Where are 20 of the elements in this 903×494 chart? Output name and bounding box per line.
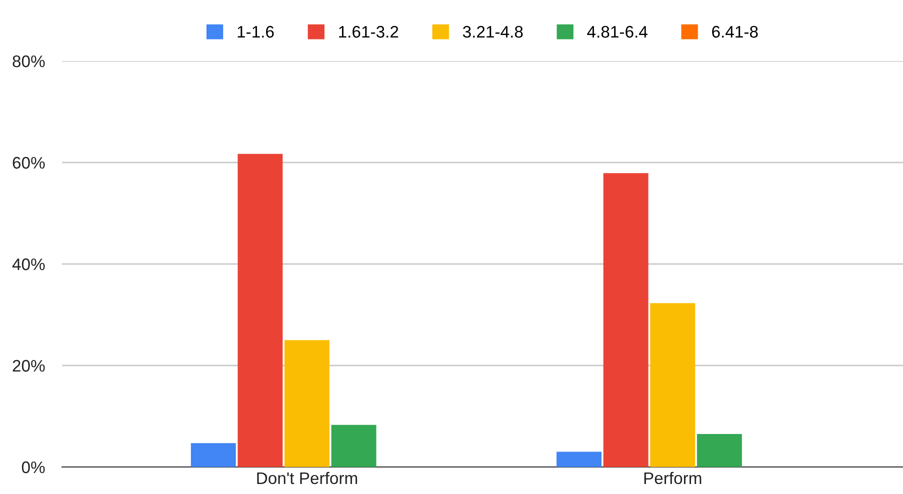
- bar: [650, 303, 696, 467]
- bar: [190, 443, 236, 467]
- bar: [603, 173, 648, 467]
- bar: [331, 424, 376, 467]
- bar: [238, 154, 283, 467]
- legend-label: 3.21-4.8: [462, 26, 523, 38]
- legend-label: 6.41-8: [712, 26, 758, 38]
- y-tick-label: 40%: [12, 258, 45, 270]
- y-tick-label: 0%: [22, 461, 45, 474]
- legend-label: 1.61-3.2: [339, 26, 398, 38]
- bar: [696, 434, 742, 467]
- legend-label: 1-1.6: [238, 26, 274, 38]
- x-tick-label: Don't Perform: [257, 472, 358, 484]
- x-tick-label: Perform: [644, 472, 702, 484]
- y-tick-label: 20%: [12, 360, 45, 372]
- y-tick-label: 80%: [12, 55, 45, 68]
- bar: [284, 340, 330, 467]
- legend-label: 4.81-6.4: [587, 26, 648, 38]
- y-tick-label: 60%: [12, 156, 45, 169]
- bar: [556, 452, 602, 467]
